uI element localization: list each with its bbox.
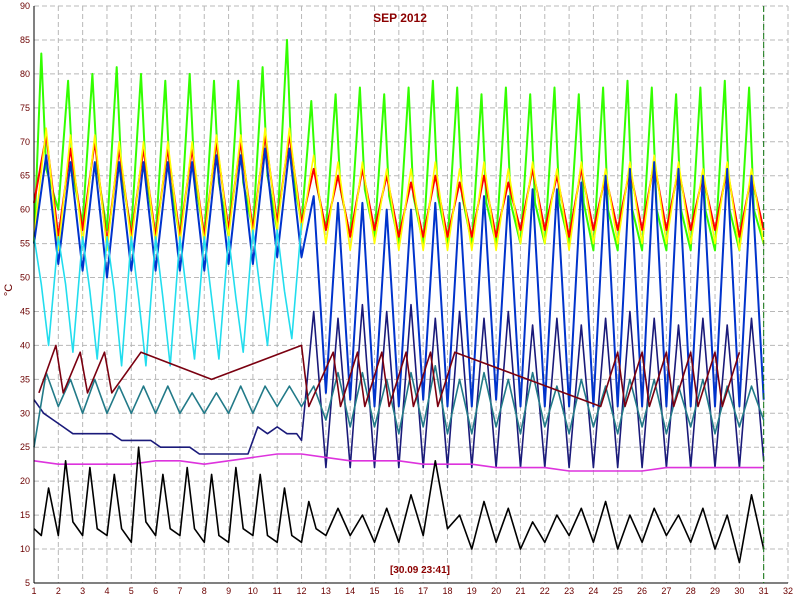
x-tick-label: 15 [370,586,380,596]
series-line-8 [38,344,741,408]
x-tick-label: 10 [248,586,258,596]
y-tick-label: 90 [20,1,30,11]
series-layer [33,38,765,564]
x-tick-label: 3 [80,586,85,596]
y-tick-label: 25 [20,442,30,452]
x-tick-label: 27 [661,586,671,596]
y-tick-label: 45 [20,306,30,316]
series-line-4 [33,147,765,408]
x-tick-label: 12 [297,586,307,596]
axis-layer [33,6,788,584]
y-tick-label: 35 [20,374,30,384]
x-tick-label: 4 [104,586,109,596]
y-tick-label: 60 [20,205,30,215]
y-tick-label: 75 [20,103,30,113]
footer-timestamp: [30.09 23:41] [390,565,450,576]
y-tick-label: 70 [20,137,30,147]
x-tick-label: 29 [710,586,720,596]
series-line-6 [33,303,765,469]
x-tick-label: 26 [637,586,647,596]
x-tick-label: 16 [394,586,404,596]
series-line-10 [33,446,765,564]
x-tick-label: 8 [202,586,207,596]
x-tick-label: 21 [515,586,525,596]
x-tick-label: 31 [759,586,769,596]
y-tick-label: 15 [20,510,30,520]
y-tick-label: 5 [25,578,30,588]
x-tick-label: 24 [588,586,598,596]
series-line-7 [33,364,765,448]
y-tick-label: 20 [20,476,30,486]
x-tick-label: 23 [564,586,574,596]
x-tick-label: 17 [418,586,428,596]
x-tick-label: 25 [613,586,623,596]
x-tick-label: 11 [273,586,282,596]
y-tick-label: 55 [20,239,30,249]
y-axis-label: °C [3,284,15,296]
y-tick-label: 80 [20,69,30,79]
x-tick-label: 30 [734,586,744,596]
x-tick-label: 22 [540,586,550,596]
x-tick-label: 14 [345,586,355,596]
x-tick-label: 2 [56,586,61,596]
series-line-9 [33,453,764,472]
x-tick-label: 32 [783,586,793,596]
y-tick-label: 65 [20,171,30,181]
x-tick-label: 20 [491,586,501,596]
y-tick-label: 40 [20,340,30,350]
x-tick-label: 18 [442,586,452,596]
y-tick-label: 50 [20,273,30,283]
series-line-5 [33,223,303,367]
x-tick-label: 28 [686,586,696,596]
y-tick-label: 10 [20,544,30,554]
x-tick-label: 5 [129,586,134,596]
y-tick-label: 30 [20,408,30,418]
chart-title: SEP 2012 [373,11,427,25]
x-tick-label: 19 [467,586,477,596]
x-tick-label: 9 [226,586,231,596]
x-tick-label: 6 [153,586,158,596]
y-tick-label: 85 [20,35,30,45]
x-tick-label: 7 [177,586,182,596]
x-tick-label: 13 [321,586,331,596]
x-tick-label: 1 [31,586,36,596]
